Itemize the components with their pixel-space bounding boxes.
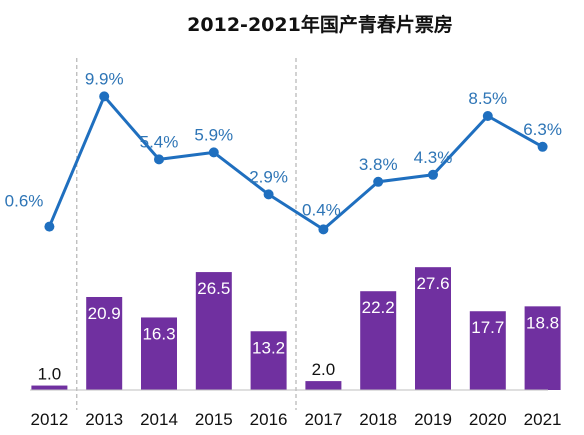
x-tick-label: 2013: [85, 410, 123, 429]
bar-value-label: 26.5: [197, 279, 230, 298]
bar: [86, 296, 123, 390]
bar-value-label: 27.6: [416, 274, 449, 293]
x-tick-label: 2020: [469, 410, 507, 429]
line-value-label: 0.6%: [5, 192, 44, 211]
bar: [415, 267, 451, 390]
bar: [524, 306, 561, 390]
line-value-label: 9.9%: [85, 69, 124, 88]
line-point: [373, 176, 384, 187]
bar-value-label: 17.7: [471, 318, 504, 337]
bar: [469, 311, 506, 390]
x-axis-ticks: 2012 2013 2014 2015 2016 2017 2018 2019 2020 2021: [30, 410, 561, 429]
line-value-label: 2.9%: [249, 167, 288, 186]
bar-value-label: 22.2: [362, 298, 395, 317]
x-tick-label: 2015: [195, 410, 233, 429]
line-value-label: 5.4%: [140, 132, 179, 151]
bar: [31, 385, 68, 390]
bar: [305, 381, 342, 390]
bar: [250, 331, 287, 390]
bar-value-label: 20.9: [88, 304, 121, 323]
line-point: [537, 141, 548, 152]
bar: [141, 317, 177, 390]
line-value-label: 0.4%: [302, 200, 341, 219]
line-value-label: 3.8%: [359, 155, 398, 174]
line-path: [48, 94, 544, 231]
bar: [360, 291, 397, 390]
line-point: [208, 147, 219, 158]
line-value-label: 8.5%: [468, 89, 507, 108]
line-point: [44, 221, 55, 232]
chart-title: 2012-2021年国产青春片票房: [187, 13, 453, 36]
bar-value-label: 2.0: [312, 360, 336, 379]
bar: [195, 272, 232, 390]
bar-value-label: 1.0: [38, 365, 62, 384]
line-point: [428, 169, 438, 180]
bar-value-label: 16.3: [142, 324, 175, 343]
line-point: [99, 91, 110, 102]
x-tick-label: 2019: [414, 410, 452, 429]
line-point: [263, 189, 274, 200]
line-point: [318, 224, 329, 235]
bar-series: 1.0 20.9 16.3 26.5 13.2 2.0 22.2 27.6 17.7 18.8: [31, 267, 561, 390]
x-tick-label: 2021: [524, 410, 562, 429]
line-point: [482, 111, 493, 121]
bar-value-label: 18.8: [526, 313, 559, 332]
line-value-label: 6.3%: [523, 120, 562, 139]
line-value-label: 5.9%: [194, 125, 233, 144]
bar-value-label: 13.2: [252, 338, 285, 357]
x-tick-label: 2014: [140, 410, 178, 429]
line-value-label: 4.3%: [414, 148, 453, 167]
line-series: 0.6% 9.9% 5.4% 5.9% 2.9% 0.4% 3.8% 4.3% 8.5% 6.3%: [5, 69, 562, 235]
x-tick-label: 2012: [30, 410, 68, 429]
x-tick-label: 2018: [359, 410, 397, 429]
x-tick-label: 2016: [250, 410, 288, 429]
period-dividers: [76, 58, 297, 410]
line-point: [154, 154, 164, 165]
x-tick-label: 2017: [304, 410, 342, 429]
